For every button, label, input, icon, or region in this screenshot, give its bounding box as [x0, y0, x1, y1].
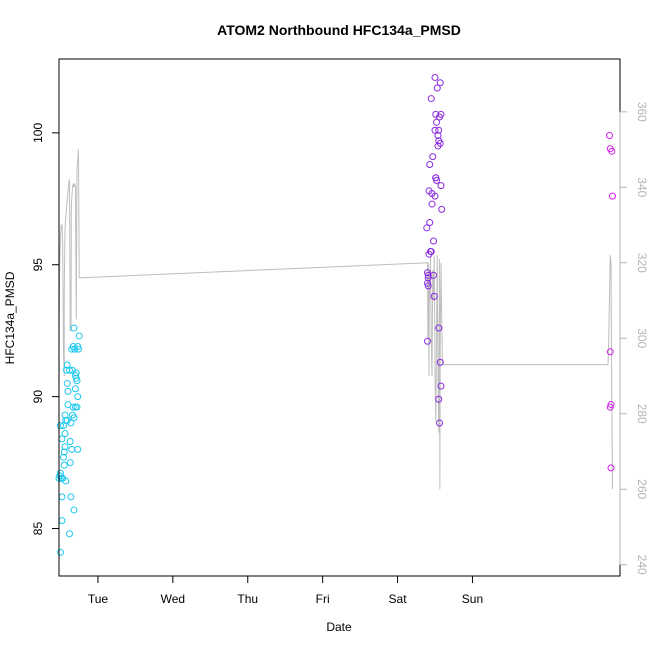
y2-tick-label: 280 — [635, 404, 649, 424]
data-point — [70, 414, 78, 422]
data-point — [427, 95, 435, 103]
data-point — [437, 110, 445, 118]
data-point — [434, 131, 442, 139]
data-point — [438, 205, 446, 213]
data-point — [69, 403, 77, 411]
data-point — [426, 219, 434, 227]
x-tick-label: Thu — [237, 592, 258, 606]
data-point — [66, 459, 74, 467]
data-point — [67, 493, 75, 501]
data-point — [433, 176, 440, 184]
data-point — [61, 443, 69, 451]
plot-area — [55, 73, 617, 556]
data-point — [66, 437, 74, 445]
data-point — [435, 395, 443, 403]
y-tick-label: 85 — [31, 522, 45, 536]
data-point — [65, 530, 73, 538]
data-point — [607, 464, 615, 472]
chart-title: ATOM2 Northbound HFC134a_PMSD — [217, 22, 461, 38]
x-tick-label: Wed — [161, 592, 185, 606]
data-point — [431, 73, 439, 81]
y2-tick-label: 240 — [635, 555, 649, 575]
data-point — [63, 379, 71, 387]
y2-tick-label: 320 — [635, 253, 649, 273]
data-point — [435, 324, 443, 332]
data-point — [59, 453, 67, 461]
y2-tick-label: 260 — [635, 479, 649, 499]
y2-tick-label: 360 — [635, 102, 649, 122]
data-point — [67, 419, 75, 427]
data-point — [57, 548, 64, 556]
data-point — [71, 385, 79, 393]
data-point — [73, 377, 81, 385]
y-tick-label: 90 — [31, 390, 45, 404]
data-point — [424, 271, 432, 279]
data-point — [424, 282, 432, 290]
data-point — [428, 200, 436, 208]
data-point — [70, 506, 78, 514]
data-point — [430, 237, 437, 245]
data-point — [606, 403, 614, 411]
x-tick-label: Sat — [389, 592, 408, 606]
data-point — [436, 139, 444, 147]
data-point — [62, 477, 70, 485]
data-point — [60, 461, 68, 469]
y2-tick-label: 340 — [635, 177, 649, 197]
data-point — [606, 348, 614, 356]
data-point — [429, 153, 437, 161]
data-point — [71, 403, 79, 411]
data-point — [437, 182, 445, 190]
data-point — [433, 118, 440, 126]
data-point — [436, 358, 444, 366]
data-point — [433, 84, 441, 92]
data-point — [427, 248, 435, 256]
data-point — [431, 126, 439, 134]
data-point — [64, 387, 72, 395]
x-tick-label: Sun — [462, 592, 483, 606]
data-point — [608, 147, 616, 155]
data-point — [74, 343, 82, 351]
data-point — [57, 422, 64, 430]
data-point — [437, 382, 445, 390]
data-point — [70, 324, 78, 332]
data-point — [65, 366, 73, 374]
data-point — [74, 445, 82, 453]
data-point — [431, 192, 439, 200]
x-tick-label: Fri — [316, 592, 330, 606]
y-tick-label: 95 — [31, 258, 45, 272]
data-point — [606, 131, 614, 139]
data-point — [61, 430, 69, 438]
y2-tick-label: 300 — [635, 328, 649, 348]
data-point — [72, 369, 80, 377]
data-point — [424, 337, 432, 345]
data-point — [60, 448, 68, 456]
x-tick-label: Tue — [88, 592, 109, 606]
data-point — [430, 271, 437, 279]
data-point — [430, 292, 438, 300]
axes: 85 90 95 100 240 260 280 300 320 340 360 Tue Wed Thu F… — [31, 102, 649, 606]
data-point — [435, 126, 443, 134]
data-point — [75, 332, 83, 340]
data-point — [426, 161, 434, 169]
x-axis-label: Date — [326, 620, 352, 634]
data-point — [609, 192, 617, 200]
data-point — [435, 419, 443, 427]
data-point — [423, 224, 431, 232]
y-tick-label: 100 — [31, 123, 45, 143]
y-axis-label: HFC134a_PMSD — [3, 271, 17, 364]
data-point — [74, 393, 82, 401]
data-point — [436, 79, 444, 87]
